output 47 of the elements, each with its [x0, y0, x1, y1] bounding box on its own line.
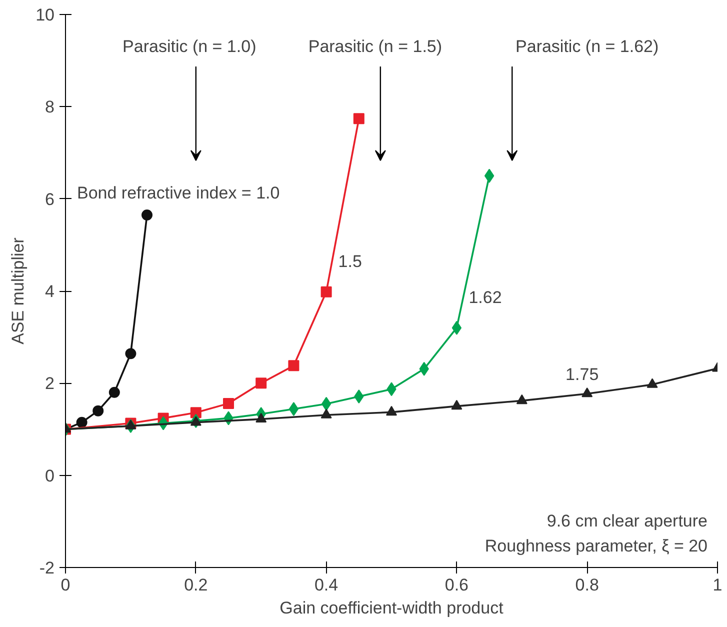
annotation: Roughness parameter, ξ = 20 [484, 536, 708, 556]
point [516, 394, 528, 404]
series-label: 1.75 [566, 364, 599, 384]
x-tick-label: 0.6 [444, 576, 469, 594]
y-tick-label: 10 [36, 6, 55, 24]
annotation: Parasitic (n = 1.0) [122, 37, 256, 56]
y-tick-label: 6 [45, 190, 55, 209]
y-tick-label: 8 [45, 98, 55, 117]
x-tick-label: 0.8 [575, 576, 599, 594]
series-label: Bond refractive index = 1.0 [77, 183, 280, 202]
point [320, 286, 332, 298]
point [142, 209, 152, 220]
x-tick-label: 1 [712, 576, 722, 594]
x-tick-label: 0 [60, 576, 70, 594]
point [386, 406, 397, 416]
point [320, 408, 332, 418]
x-tick-label: 0.2 [184, 576, 208, 594]
point [582, 387, 593, 398]
y-tick-label: 2 [45, 374, 55, 394]
y-tick-label: 0 [45, 466, 55, 486]
annotation: Parasitic (n = 1.5) [308, 37, 442, 56]
point [451, 400, 462, 410]
point [256, 378, 267, 389]
x-tick-label: 0.4 [314, 576, 338, 594]
point [256, 412, 267, 422]
point [223, 398, 234, 409]
point [92, 405, 104, 416]
point [108, 386, 120, 398]
point [288, 360, 300, 372]
series-label: 1.5 [338, 252, 362, 271]
point [353, 113, 364, 124]
point [646, 378, 658, 388]
point [190, 407, 202, 418]
point [288, 402, 299, 416]
x-axis-title: Gain coefficient-width product [280, 598, 504, 618]
series-label: 1.62 [468, 288, 502, 307]
point [125, 348, 136, 360]
point [452, 320, 462, 335]
point [321, 396, 332, 411]
y-tick-label: -2 [39, 558, 55, 578]
annotation: 9.6 cm clear aperture [546, 512, 708, 530]
annotation: Parasitic (n = 1.62) [516, 37, 659, 56]
point [190, 416, 202, 426]
y-axis-title: ASE multiplier [8, 237, 28, 344]
point [76, 416, 88, 428]
y-tick-label: 4 [45, 282, 55, 301]
point [484, 168, 494, 183]
